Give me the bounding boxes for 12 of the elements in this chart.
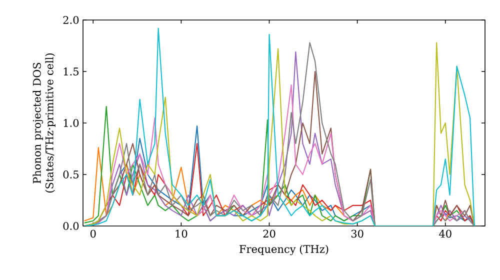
y-tick-label: 2.0 (63, 16, 79, 24)
x-tick-label: 30 (351, 230, 364, 238)
x-axis-title: Frequency (THz) (240, 244, 328, 256)
y-axis-title: Phonon projected DOS (States/THz·primitive cell) (32, 53, 56, 193)
y-tick-label: 1.0 (64, 119, 79, 127)
y-tick-label: 0.0 (63, 222, 79, 230)
y-tick-label: 1.5 (64, 68, 78, 76)
x-tick-label: 10 (176, 230, 188, 238)
x-tick-label: 20 (263, 230, 276, 238)
y-tick-label: 0.5 (63, 170, 78, 178)
x-tick-label: 40 (439, 230, 452, 238)
x-tick-label: 0 (90, 230, 96, 238)
